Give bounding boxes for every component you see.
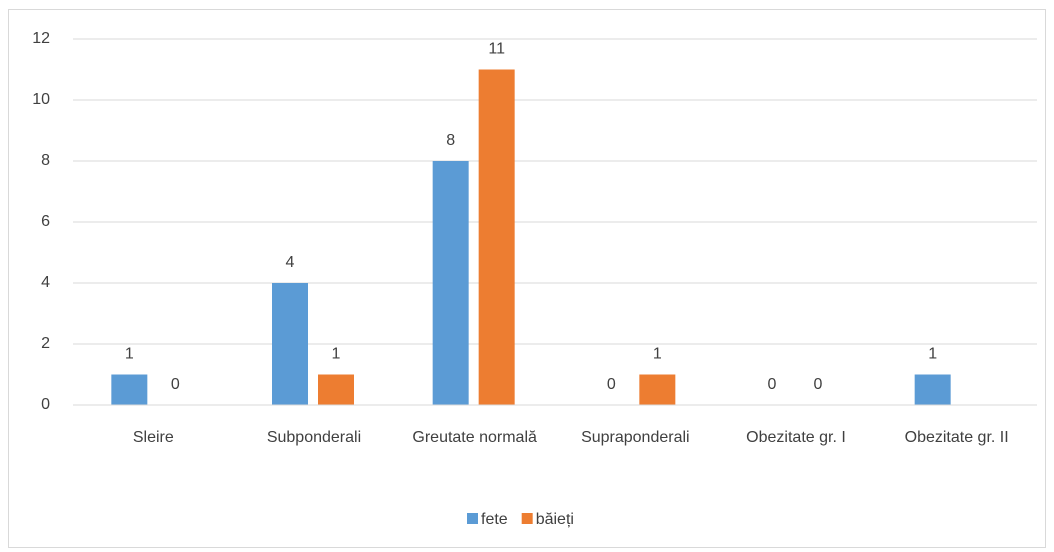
- bar: [914, 374, 951, 405]
- legend-swatch: [467, 513, 478, 524]
- y-tick-label: 6: [41, 213, 50, 230]
- y-tick-label: 0: [41, 396, 50, 413]
- data-label: 0: [814, 376, 823, 393]
- bar: [111, 374, 148, 405]
- y-tick-label: 2: [41, 335, 50, 352]
- bar: [432, 161, 469, 405]
- legend-label: băieți: [536, 511, 574, 528]
- x-tick-label: Obezitate gr. I: [746, 429, 846, 446]
- legend-swatch: [521, 513, 533, 524]
- x-tick-label: Obezitate gr. II: [904, 429, 1009, 446]
- bar: [639, 374, 676, 405]
- data-label: 0: [607, 376, 616, 393]
- data-label: 1: [125, 346, 134, 363]
- y-tick-label: 10: [32, 91, 50, 108]
- x-tick-label: Greutate normală: [412, 429, 537, 446]
- data-label: 8: [446, 132, 455, 149]
- chart-border: [8, 9, 1046, 548]
- x-tick-label: Sleire: [132, 429, 174, 446]
- data-label: 11: [488, 41, 505, 58]
- data-label: 1: [928, 346, 937, 363]
- bar: [318, 374, 354, 405]
- legend-label: fete: [481, 511, 508, 528]
- data-label: 0: [768, 376, 777, 393]
- data-label: 1: [332, 346, 341, 363]
- data-label: 1: [653, 346, 662, 363]
- x-tick-label: Subponderali: [266, 429, 362, 446]
- x-tick-label: Supraponderali: [581, 429, 690, 446]
- y-tick-label: 8: [41, 152, 50, 169]
- bar: [478, 69, 515, 405]
- data-label: 4: [286, 254, 295, 271]
- bar: [272, 283, 308, 405]
- y-tick-label: 12: [32, 30, 50, 47]
- data-label: 0: [171, 376, 180, 393]
- y-tick-label: 4: [41, 274, 50, 291]
